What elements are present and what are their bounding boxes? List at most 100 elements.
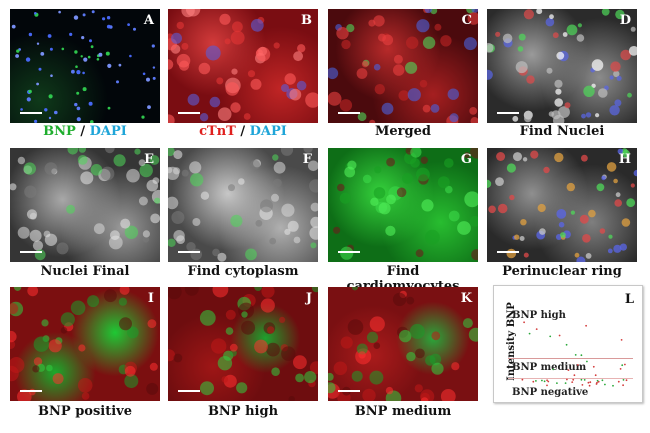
texture-dot [23,162,36,175]
panel-g-texture [333,148,478,261]
texture-dot [199,310,216,326]
panel-k-texture [328,287,478,401]
texture-dot [396,187,407,198]
texture-dot [17,389,32,401]
texture-dot [581,113,586,119]
texture-dot [106,24,111,29]
texture-dot [523,9,534,20]
panel-a-texture [11,10,156,123]
texture-dot [406,36,419,49]
texture-dot [626,198,636,208]
texture-dot [303,148,313,153]
texture-dot [346,24,355,33]
texture-dot [562,32,568,37]
texture-dot [336,27,349,40]
texture-dot [104,148,115,154]
texture-dot [362,174,372,184]
texture-dot [255,219,263,227]
texture-dot [514,234,520,240]
texture-dot [173,353,183,363]
texture-dot [91,10,95,14]
texture-dot [124,225,139,239]
texture-dot [217,252,227,262]
texture-dot [328,372,334,381]
texture-dot [468,327,478,342]
texture-dot [406,296,415,305]
intensity-point [577,364,579,366]
texture-dot [554,98,563,107]
texture-dot [545,17,555,27]
texture-dot [373,63,381,71]
texture-dot [273,161,286,174]
texture-dot [38,67,42,71]
texture-dot [333,226,341,234]
texture-dot [75,65,78,68]
texture-dot [271,193,279,202]
scale-bar [20,251,42,253]
texture-dot [87,55,91,59]
texture-dot [522,157,528,162]
texture-dot [445,185,453,194]
texture-dot [393,54,403,64]
texture-dot [579,214,589,224]
intensity-point [532,380,535,383]
texture-dot [229,343,238,352]
texture-dot [71,69,75,74]
intensity-point [541,379,543,382]
texture-dot [119,317,132,331]
texture-dot [374,166,382,174]
texture-dot [496,152,506,161]
intensity-point [594,374,597,377]
texture-dot [378,202,391,215]
scale-bar [178,390,200,392]
texture-dot [520,219,527,226]
texture-dot [216,77,224,85]
texture-dot [369,370,384,385]
panel-k-letter: K [460,291,472,306]
texture-dot [407,88,421,102]
texture-dot [29,212,37,220]
texture-dot [293,51,303,62]
intensity-point [596,381,598,384]
texture-dot [151,44,155,48]
texture-dot [470,117,478,123]
texture-dot [187,93,200,106]
texture-dot [362,388,376,401]
texture-dot [87,295,100,308]
zone-label-medium: BNP medium [512,362,587,373]
texture-dot [560,232,566,238]
texture-dot [622,149,630,158]
texture-dot [46,364,53,372]
texture-dot [261,287,275,298]
texture-dot [44,233,58,246]
texture-dot [310,216,318,228]
texture-dot [231,68,238,75]
scale-bar [338,251,360,253]
texture-dot [90,120,94,123]
texture-dot [447,88,459,100]
texture-dot [608,234,613,239]
panel-i-caption: BNP positive [38,404,132,419]
texture-dot [601,175,606,181]
texture-dot [574,252,580,258]
texture-dot [609,75,614,80]
texture-dot [328,91,342,106]
texture-dot [311,287,318,293]
texture-dot [10,330,17,343]
intensity-point [597,380,600,383]
panel-c-letter: C [461,13,472,28]
texture-dot [281,203,295,217]
texture-dot [310,202,318,212]
texture-dot [47,34,52,38]
panel-j-letter: J [305,291,312,306]
texture-dot [224,38,231,45]
texture-dot [73,15,79,20]
texture-dot [518,33,526,41]
intensity-point [566,378,568,381]
texture-dot [344,166,356,178]
texture-dot [78,344,86,352]
texture-dot [119,287,130,295]
texture-dot [633,169,637,177]
caption-sep: / [235,124,250,139]
texture-dot [129,54,132,58]
